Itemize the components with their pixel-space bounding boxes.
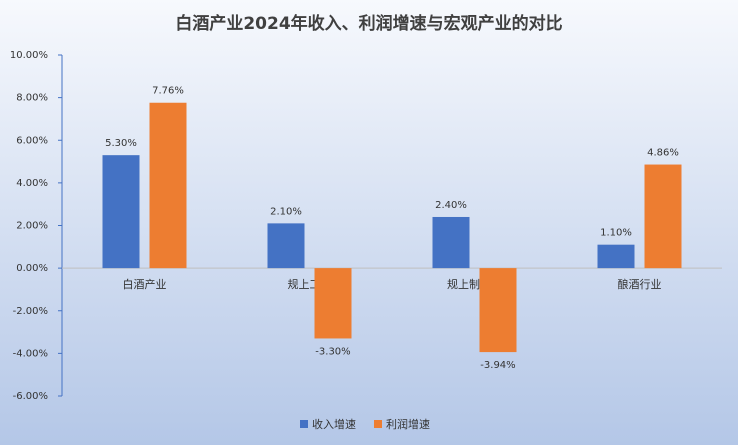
bar [432, 216, 470, 269]
value-label: -3.30% [315, 346, 350, 357]
y-tick-label: 4.00% [16, 178, 48, 189]
chart-title: 白酒产业2024年收入、利润增速与宏观产业的对比 [175, 13, 562, 34]
bar [644, 164, 682, 269]
x-tick-label: 白酒产业 [123, 277, 167, 291]
y-tick-label: -2.00% [13, 306, 48, 317]
bar [479, 268, 517, 353]
bar [597, 244, 635, 269]
bar [149, 102, 187, 269]
bar [102, 155, 140, 269]
bar [267, 223, 305, 269]
bar [314, 268, 352, 339]
y-tick-label: 6.00% [16, 135, 48, 146]
value-label: 4.86% [647, 148, 679, 159]
y-tick-label: 2.00% [16, 221, 48, 232]
x-tick-label: 酿酒行业 [618, 277, 662, 291]
y-tick-label: 0.00% [16, 263, 48, 274]
legend-label: 收入增速 [312, 417, 356, 431]
y-tick-label: 8.00% [16, 93, 48, 104]
y-tick-label: 10.00% [10, 50, 48, 61]
legend-swatch [374, 420, 382, 428]
value-label: 5.30% [105, 138, 137, 149]
value-label: -3.94% [480, 360, 515, 371]
legend-swatch [300, 420, 308, 428]
value-label: 2.40% [435, 200, 467, 211]
y-tick-label: -4.00% [13, 348, 48, 359]
legend-label: 利润增速 [386, 417, 430, 431]
value-label: 2.10% [270, 206, 302, 217]
value-label: 7.76% [152, 86, 184, 97]
value-label: 1.10% [600, 228, 632, 239]
y-tick-label: -6.00% [13, 391, 48, 402]
